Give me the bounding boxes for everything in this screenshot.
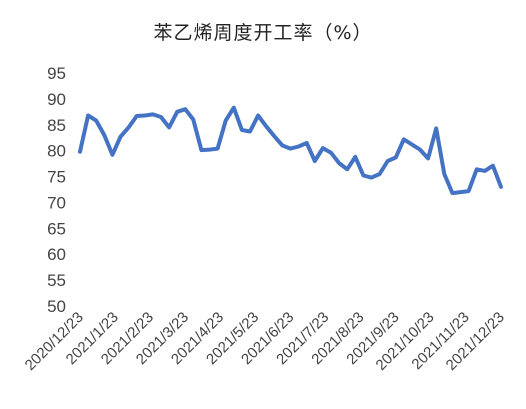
x-axis-ticks: 2020/12/232021/1/232021/2/232021/3/23202… (22, 309, 508, 374)
y-tick-label: 80 (47, 142, 66, 161)
y-tick-label: 95 (47, 64, 66, 83)
y-tick-label: 65 (47, 219, 66, 238)
y-tick-label: 85 (47, 116, 66, 135)
series-layer (78, 105, 503, 196)
chart-title: 苯乙烯周度开工率（%） (153, 22, 373, 44)
y-tick-label: 60 (47, 245, 66, 264)
y-tick-label: 55 (47, 271, 66, 290)
y-tick-label: 50 (47, 297, 66, 316)
y-tick-label: 90 (47, 90, 66, 109)
series-line (78, 105, 503, 196)
y-tick-label: 70 (47, 193, 66, 212)
y-tick-label: 75 (47, 168, 66, 187)
y-axis-ticks: 50 55 60 65 70 75 80 85 90 95 (47, 64, 66, 316)
